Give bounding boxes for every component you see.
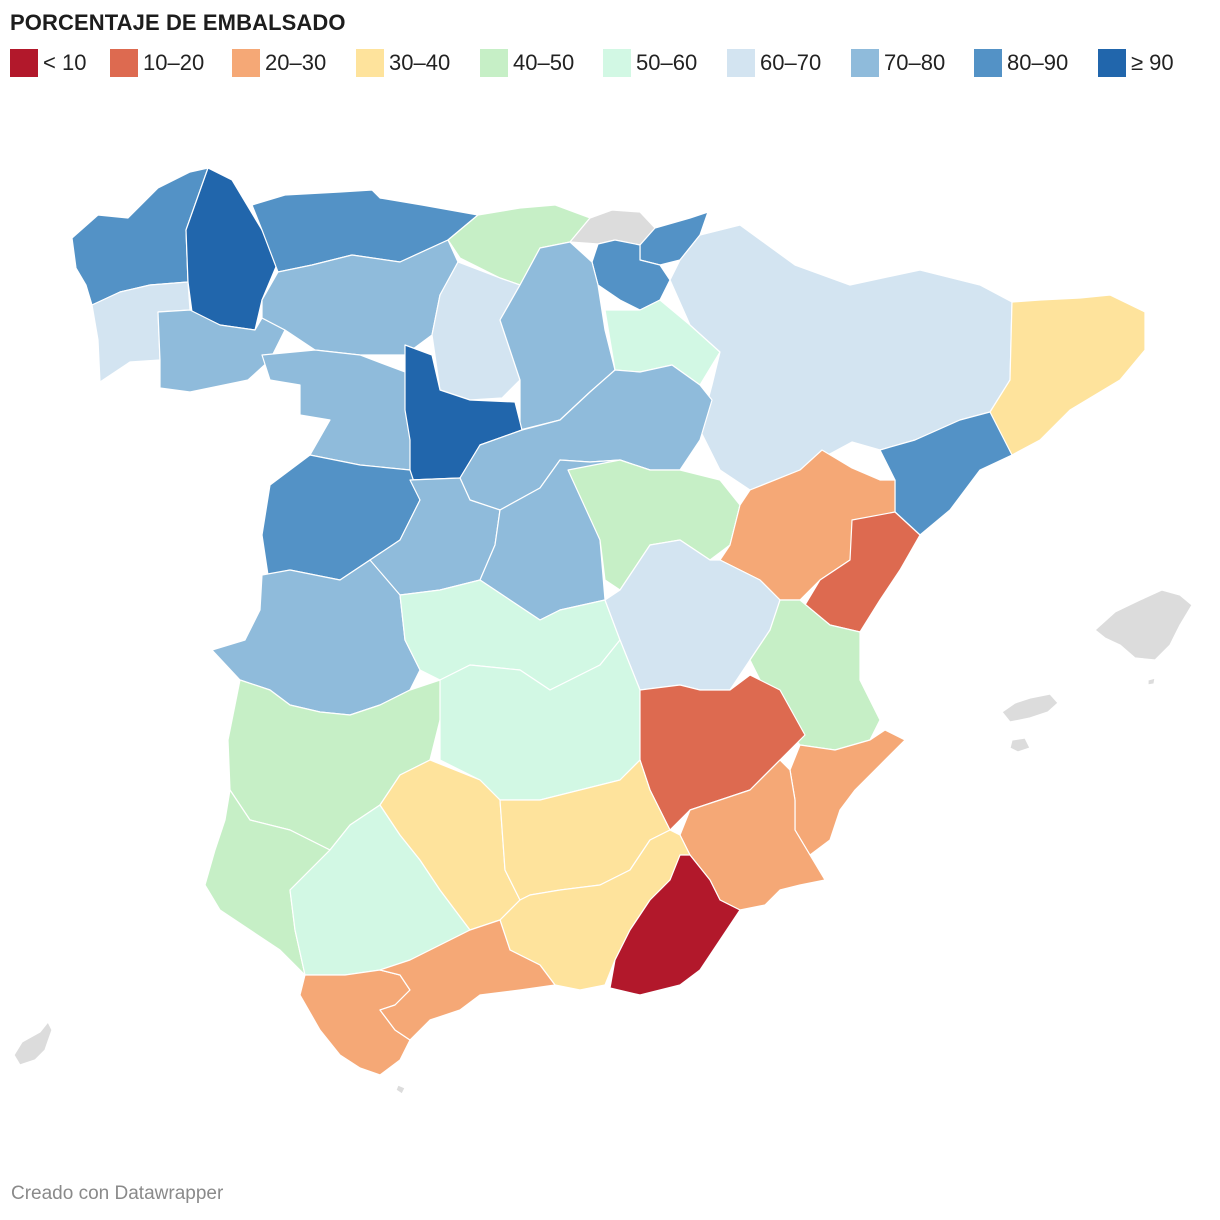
legend-item-50-60: 50–60 — [603, 48, 697, 78]
legend-label-gte90: ≥ 90 — [1131, 50, 1174, 75]
legend-swatch-40-50 — [480, 49, 508, 77]
region-galicia-s[interactable] — [157, 309, 286, 393]
legend-item-20-30: 20–30 — [232, 48, 326, 78]
region-mallorca[interactable] — [1094, 589, 1193, 661]
region-malaga[interactable] — [379, 919, 556, 1041]
legend-label-40-50: 40–50 — [513, 50, 575, 75]
legend-label-60-70: 60–70 — [760, 50, 822, 75]
legend-swatch-20-30 — [232, 49, 260, 77]
legend-item-70-80: 70–80 — [851, 48, 945, 78]
map-title: PORCENTAJE DE EMBALSADO — [10, 10, 346, 35]
footer-credit: Creado con Datawrapper — [11, 1183, 224, 1204]
legend-item-10-20: 10–20 — [110, 48, 204, 78]
legend-label-lt10: < 10 — [43, 50, 87, 75]
legend-label-70-80: 70–80 — [884, 50, 946, 75]
region-canarias-fragment[interactable] — [13, 1021, 53, 1066]
region-ceuta-rock[interactable] — [395, 1084, 406, 1095]
legend-swatch-70-80 — [851, 49, 879, 77]
legend-item-gte90: ≥ 90 — [1098, 48, 1174, 78]
map-legend: < 10 10–20 20–30 30–40 40–50 50–60 60–70… — [10, 48, 1210, 78]
legend-swatch-30-40 — [356, 49, 384, 77]
region-catalunya[interactable] — [989, 294, 1146, 456]
region-duero-n[interactable] — [431, 261, 521, 401]
legend-swatch-lt10 — [10, 49, 38, 77]
legend-item-60-70: 60–70 — [727, 48, 821, 78]
legend-swatch-80-90 — [974, 49, 1002, 77]
region-ibiza[interactable] — [1009, 737, 1031, 753]
legend-item-lt10: < 10 — [10, 48, 86, 78]
legend-swatch-10-20 — [110, 49, 138, 77]
region-duero-w[interactable] — [261, 349, 416, 471]
region-alicante[interactable] — [789, 729, 906, 856]
regions-layer — [13, 167, 1193, 1095]
region-almeria[interactable] — [609, 854, 741, 996]
legend-label-30-40: 30–40 — [389, 50, 451, 75]
legend-swatch-50-60 — [603, 49, 631, 77]
legend-swatch-gte90 — [1098, 49, 1126, 77]
region-formentera[interactable] — [1147, 677, 1156, 686]
region-menorca[interactable] — [1001, 693, 1059, 723]
legend-label-80-90: 80–90 — [1007, 50, 1069, 75]
legend-label-50-60: 50–60 — [636, 50, 698, 75]
legend-item-30-40: 30–40 — [356, 48, 450, 78]
legend-label-10-20: 10–20 — [143, 50, 205, 75]
legend-item-40-50: 40–50 — [480, 48, 574, 78]
legend-swatch-60-70 — [727, 49, 755, 77]
legend-item-80-90: 80–90 — [974, 48, 1068, 78]
legend-label-20-30: 20–30 — [265, 50, 327, 75]
